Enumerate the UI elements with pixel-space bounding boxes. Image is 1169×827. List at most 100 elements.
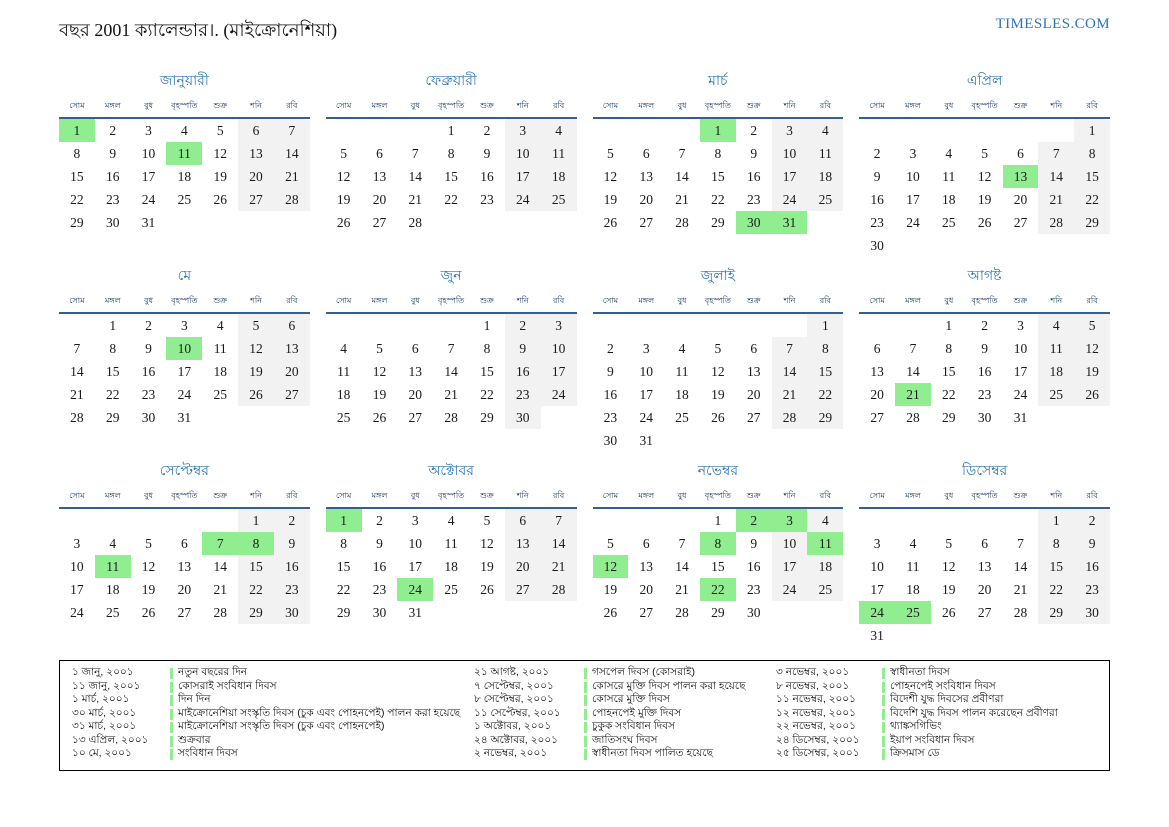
- day-cell: 1: [807, 314, 844, 337]
- day-cell: 27: [273, 383, 310, 406]
- day-cell: 13: [1002, 165, 1039, 188]
- holiday-name: দিন দিন: [178, 693, 211, 706]
- day-cell: 21: [70, 387, 84, 402]
- holiday-entry: ক্রিসমাস ডে: [882, 746, 1103, 763]
- day-cell: 18: [444, 559, 458, 574]
- day-cell: 9: [607, 364, 614, 379]
- day-cell: 25: [675, 410, 689, 425]
- week-row: 7 8 9 10 11 12 13: [59, 337, 310, 360]
- week-row: 19 20 21 22 23 24 25: [593, 578, 844, 601]
- day-cell: 8: [238, 532, 274, 555]
- day-cell: 10: [771, 142, 808, 165]
- day-cell: 25: [213, 387, 227, 402]
- holiday-marker-icon: [584, 722, 587, 734]
- empty-cell: [166, 509, 202, 532]
- holiday-marker-icon: [882, 695, 885, 707]
- day-cell: 6: [981, 536, 988, 551]
- day-cell: 23: [746, 192, 761, 207]
- timesles-logo-link[interactable]: TIMESLES.COM: [995, 16, 1110, 32]
- day-cell: 9: [376, 536, 383, 551]
- week-row: 19 20 21 22 23 24 25: [326, 188, 577, 211]
- day-cell: 11: [94, 555, 131, 578]
- weekday-label: বৃহস্পতি: [438, 101, 465, 110]
- weekday-label: শুক্র: [213, 101, 227, 110]
- day-cell: 3: [411, 513, 419, 528]
- weekday-label: সোম: [69, 296, 85, 305]
- day-cell: 3: [180, 318, 188, 333]
- day-cell: 2: [735, 509, 772, 532]
- day-cell: 5: [981, 146, 988, 161]
- day-cell: 5: [340, 146, 348, 161]
- month-february: ফেব্রুয়ারী সোম মঙ্গল বুধ বৃহস্পতি শুক্র শনি রব…: [325, 69, 577, 250]
- day-cell: 27: [870, 410, 884, 425]
- day-cell: 15: [238, 555, 274, 578]
- day-cell: 17: [771, 555, 808, 578]
- holiday-name: স্বাধীনতা দিবস: [890, 666, 950, 679]
- weekday-label: শনি: [783, 296, 796, 305]
- day-cell: 20: [639, 582, 653, 597]
- day-cell: 15: [711, 169, 725, 184]
- weekday-label: মঙ্গল: [371, 296, 388, 305]
- day-cell: 19: [141, 582, 156, 597]
- day-cell: 14: [771, 360, 808, 383]
- weekday-label: শনি: [783, 101, 796, 110]
- holiday-entry: থ্যাঙ্কসগিভিং: [882, 719, 1103, 736]
- day-cell: 18: [177, 169, 192, 184]
- week-row: 12 13 14 15 16 17 18: [592, 555, 844, 578]
- day-cell: 29: [70, 215, 84, 230]
- holiday-name: ক্রিসমাস ডে: [890, 747, 940, 760]
- empty-cell: [274, 406, 310, 429]
- day-cell: 19: [603, 582, 618, 597]
- month-july: জুলাই সোম মঙ্গল বুধ বৃহস্পতি শুক্র শনি রবি 1 2 3 4 5…: [592, 264, 844, 448]
- page-header: বছর 2001 ক্যালেন্ডার।. (মাইক্রোনেশিয়া) …: [59, 16, 1110, 47]
- weekday-label: বুধ: [677, 101, 687, 110]
- day-cell: 31: [639, 433, 653, 448]
- month-may: মে সোম মঙ্গল বুধ বৃহস্পতি শুক্র শনি রবি 1 2 3 4 5 6 7 8…: [59, 264, 310, 445]
- day-cell: 13: [238, 142, 274, 165]
- header-rule: [592, 312, 844, 314]
- day-cell: 29: [1038, 601, 1075, 624]
- header-rule: [859, 312, 1110, 314]
- day-cell: 5: [607, 146, 614, 161]
- weekday-label: সোম: [69, 101, 85, 110]
- day-cell: 26: [1074, 383, 1110, 406]
- holiday-name: জাতিসংঘ দিবস: [592, 733, 658, 746]
- empty-cell: [736, 429, 772, 452]
- header-rule: [59, 507, 310, 509]
- day-cell: 24: [70, 605, 84, 620]
- week-row: 13 14 15 16 17 18 19: [859, 360, 1110, 383]
- day-cell: 27: [639, 215, 653, 230]
- holiday-marker-icon: [882, 722, 885, 734]
- holiday-name: কোসরে মুক্তি দিবস পালন করা হয়েছে: [592, 679, 746, 692]
- day-cell: 10: [870, 559, 884, 574]
- day-cell: 30: [746, 605, 761, 620]
- day-cell: 26: [942, 605, 956, 620]
- header-rule: [59, 312, 310, 314]
- weekday-header-row: সোম মঙ্গল বুধ বৃহস্পতি শুক্র শনি রবি: [859, 490, 1110, 507]
- day-cell: 21: [771, 383, 808, 406]
- day-cell: 2: [981, 318, 988, 333]
- day-cell: 1: [1074, 119, 1110, 142]
- day-cell: 8: [1038, 532, 1075, 555]
- day-cell: 31: [408, 605, 423, 620]
- day-cell: 28: [675, 605, 689, 620]
- day-cell: 22: [942, 387, 956, 402]
- holiday-entry: দিন দিন: [170, 692, 468, 709]
- day-cell: 14: [408, 169, 423, 184]
- holiday-name: নতুন বছরের দিন: [178, 666, 248, 679]
- week-row: 5 6 7 8 9 10 11: [593, 142, 844, 165]
- weekday-label: বুধ: [410, 491, 420, 500]
- weekday-label: বৃহস্পতি: [971, 491, 998, 500]
- empty-cell: [1038, 406, 1074, 429]
- day-cell: 16: [480, 169, 494, 184]
- weekday-label: বুধ: [944, 491, 954, 500]
- day-cell: 17: [141, 169, 156, 184]
- week-row: 22 23 24 25 26 27 28: [326, 578, 577, 601]
- week-row: 21 22 23 24 25 26 27: [59, 383, 310, 406]
- week-row: 28 29 30 31: [59, 406, 310, 429]
- empty-cell: [166, 211, 202, 234]
- week-row: 8 9 10 11 12 13 14: [326, 532, 577, 555]
- day-cell: 15: [70, 169, 84, 184]
- weekday-label: বুধ: [410, 296, 420, 305]
- empty-cell: [859, 314, 895, 337]
